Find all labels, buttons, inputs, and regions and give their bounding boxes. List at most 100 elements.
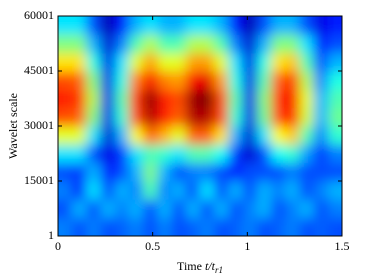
heatmap-cell <box>214 16 229 35</box>
heatmap-cell <box>256 71 272 90</box>
heatmap-cell <box>129 144 144 164</box>
heatmap-cell <box>72 107 87 127</box>
heatmap-cell <box>228 34 244 54</box>
heatmap-cell <box>114 89 130 109</box>
heatmap-cell <box>214 107 229 127</box>
heatmap-cell <box>256 217 272 236</box>
heatmap-cell <box>313 89 329 109</box>
heatmap-cell <box>58 16 73 35</box>
heatmap-cell <box>313 162 329 182</box>
heatmap-cell <box>86 217 102 236</box>
heatmap-cell <box>256 107 272 127</box>
heatmap-cell <box>185 52 201 72</box>
heatmap-cell <box>157 107 173 127</box>
heatmap-cell <box>299 107 315 127</box>
heatmap-cell <box>214 52 229 72</box>
heatmap-cell <box>86 162 102 182</box>
heatmap-cell <box>313 16 329 35</box>
heatmap-cell <box>313 52 329 72</box>
heatmap-cell <box>271 181 286 200</box>
heatmap-cell <box>143 199 158 219</box>
heatmap-cell <box>143 34 158 54</box>
heatmap-cell <box>143 52 158 72</box>
heatmap-cell <box>129 181 144 200</box>
heatmap-cell <box>114 162 130 182</box>
heatmap-cell <box>171 162 187 182</box>
heatmap-cell <box>171 126 187 145</box>
x-tick-label: 0 <box>55 239 61 253</box>
heatmap-cell <box>72 52 87 72</box>
heatmap-cell <box>185 144 201 164</box>
heatmap-cell <box>58 52 73 72</box>
heatmap-cell <box>242 107 258 127</box>
heatmap-cell <box>72 181 87 200</box>
heatmap-cell <box>171 144 187 164</box>
y-tick-label: 60001 <box>24 8 54 22</box>
heatmap-cell <box>157 126 173 145</box>
heatmap-cell <box>242 217 258 236</box>
heatmap-cell <box>285 16 300 35</box>
heatmap-cell <box>58 181 73 200</box>
heatmap-cell <box>143 107 158 127</box>
y-tick-label: 30001 <box>24 118 54 132</box>
heatmap-cell <box>200 144 215 164</box>
heatmap-cell <box>171 52 187 72</box>
heatmap-cell <box>100 162 116 182</box>
heatmap-cell <box>185 16 201 35</box>
heatmap <box>58 16 342 236</box>
heatmap-cell <box>100 181 116 200</box>
heatmap-cell <box>271 34 286 54</box>
heatmap-cell <box>256 52 272 72</box>
heatmap-cell <box>256 34 272 54</box>
heatmap-cell <box>285 144 300 164</box>
heatmap-cell <box>100 126 116 145</box>
heatmap-cell <box>214 89 229 109</box>
heatmap-cell <box>114 34 130 54</box>
heatmap-cell <box>242 89 258 109</box>
heatmap-cell <box>228 126 244 145</box>
heatmap-cell <box>200 34 215 54</box>
heatmap-cell <box>242 162 258 182</box>
heatmap-cell <box>200 71 215 90</box>
heatmap-cell <box>58 162 73 182</box>
heatmap-cell <box>171 16 187 35</box>
heatmap-cell <box>200 107 215 127</box>
heatmap-cell <box>285 126 300 145</box>
heatmap-cell <box>86 126 102 145</box>
heatmap-cell <box>157 34 173 54</box>
heatmap-cell <box>72 34 87 54</box>
heatmap-cell <box>299 217 315 236</box>
heatmap-cell <box>72 199 87 219</box>
heatmap-cell <box>285 71 300 90</box>
heatmap-cell <box>271 217 286 236</box>
heatmap-cell <box>327 126 342 145</box>
heatmap-cell <box>100 71 116 90</box>
heatmap-cell <box>100 107 116 127</box>
heatmap-cell <box>157 199 173 219</box>
heatmap-cell <box>313 71 329 90</box>
heatmap-cell <box>285 199 300 219</box>
heatmap-cell <box>271 16 286 35</box>
heatmap-cell <box>143 162 158 182</box>
heatmap-cell <box>129 199 144 219</box>
heatmap-cell <box>242 71 258 90</box>
heatmap-cell <box>214 34 229 54</box>
heatmap-cell <box>129 34 144 54</box>
heatmap-cell <box>129 217 144 236</box>
heatmap-cell <box>256 16 272 35</box>
heatmap-cell <box>299 52 315 72</box>
heatmap-cell <box>86 52 102 72</box>
heatmap-cell <box>200 162 215 182</box>
y-axis-label: Wavelet scale <box>6 93 20 159</box>
heatmap-cell <box>129 126 144 145</box>
heatmap-cell <box>214 162 229 182</box>
heatmap-cell <box>200 181 215 200</box>
heatmap-cell <box>242 52 258 72</box>
heatmap-cell <box>242 16 258 35</box>
heatmap-cell <box>114 107 130 127</box>
heatmap-cell <box>299 71 315 90</box>
heatmap-cell <box>72 217 87 236</box>
heatmap-cell <box>299 16 315 35</box>
x-label-prefix: Time <box>177 259 202 273</box>
heatmap-cell <box>185 71 201 90</box>
